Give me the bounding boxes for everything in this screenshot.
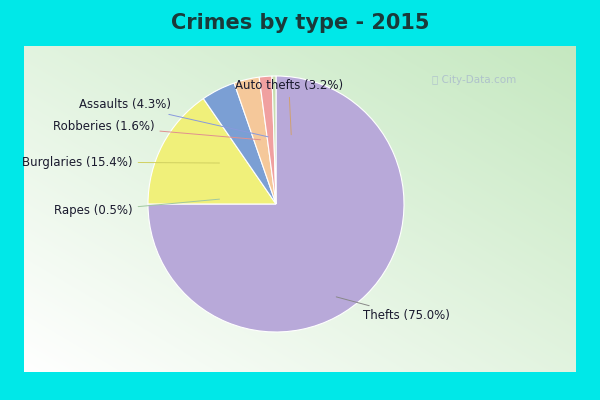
Wedge shape bbox=[272, 76, 276, 204]
Wedge shape bbox=[259, 76, 276, 204]
Text: Assaults (4.3%): Assaults (4.3%) bbox=[79, 98, 268, 137]
Text: Auto thefts (3.2%): Auto thefts (3.2%) bbox=[235, 79, 343, 135]
Wedge shape bbox=[148, 98, 276, 204]
Text: ⓘ City-Data.com: ⓘ City-Data.com bbox=[432, 75, 516, 85]
Wedge shape bbox=[148, 76, 404, 332]
Text: Crimes by type - 2015: Crimes by type - 2015 bbox=[171, 13, 429, 33]
Text: Robberies (1.6%): Robberies (1.6%) bbox=[53, 120, 260, 140]
Wedge shape bbox=[234, 77, 276, 204]
Text: Rapes (0.5%): Rapes (0.5%) bbox=[54, 199, 220, 217]
Text: Burglaries (15.4%): Burglaries (15.4%) bbox=[22, 156, 220, 169]
Wedge shape bbox=[203, 83, 276, 204]
Text: Thefts (75.0%): Thefts (75.0%) bbox=[336, 297, 450, 322]
